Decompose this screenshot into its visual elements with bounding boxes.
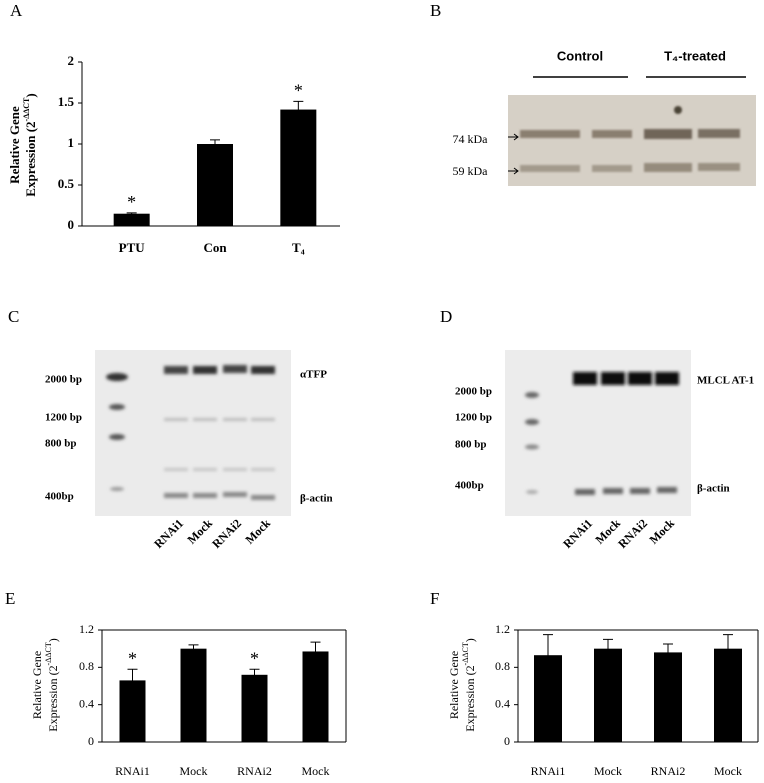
bar <box>241 674 268 742</box>
bar <box>654 652 682 742</box>
y-axis-label-part: Expression (2 <box>23 121 38 196</box>
ladder-label: 1200 bp <box>45 412 82 424</box>
y-axis-label: Relative Gene <box>7 106 22 184</box>
y-tick-label: 0.4 <box>79 696 94 710</box>
y-axis-label-sup: -ΔΔCT <box>44 642 53 665</box>
x-tick-label: RNAi2 <box>237 764 272 778</box>
band-label: β-actin <box>300 493 333 505</box>
gel-bands <box>525 372 679 495</box>
y-axis-label-part: ) <box>46 638 60 642</box>
error-bar <box>127 668 138 693</box>
panel-letter: E <box>5 589 15 608</box>
ladder-label: 800 bp <box>455 439 487 451</box>
y-tick-label: 1.2 <box>79 622 94 636</box>
bar <box>302 651 329 742</box>
group-label: Control <box>557 48 603 63</box>
x-tick-label: RNAi1 <box>531 764 566 778</box>
y-axis-label-part: Expression (2 <box>463 665 477 731</box>
ladder-label: 800 bp <box>45 438 77 450</box>
significance-mark: * <box>294 80 303 100</box>
y-axis-label: Relative Gene <box>30 651 44 719</box>
x-tick-label: Mock <box>714 764 742 778</box>
band-label: β-actin <box>697 483 730 495</box>
ladder-label: 2000 bp <box>45 374 82 386</box>
error-bar <box>663 643 673 662</box>
error-bar <box>249 668 260 681</box>
lane-label: Mock <box>646 516 677 547</box>
y-axis-label: Expression (2-ΔΔCT) <box>461 638 477 732</box>
y-tick-label: 1.5 <box>58 94 75 109</box>
y-tick-label: 2 <box>68 53 75 68</box>
error-bar <box>723 634 733 664</box>
panel-letter: D <box>440 307 452 326</box>
x-tick-label: Mock <box>180 764 208 778</box>
significance-mark: * <box>250 648 259 668</box>
marker-label: 59 kDa <box>453 164 489 178</box>
lane-label: RNAi1 <box>560 516 595 551</box>
significance-mark: * <box>127 192 136 212</box>
ladder-label: 400bp <box>45 491 74 503</box>
y-axis-label-sup: -ΔΔCT <box>22 97 31 121</box>
marker-label: 74 kDa <box>453 132 489 146</box>
lane-label: RNAi2 <box>209 516 244 551</box>
error-bar <box>210 139 220 149</box>
lane-label: RNAi2 <box>615 516 650 551</box>
error-bar <box>543 634 553 677</box>
error-bar <box>188 644 199 653</box>
x-tick-label: RNAi2 <box>651 764 686 778</box>
ladder-label: 400bp <box>455 480 484 492</box>
y-tick-label: 0 <box>68 217 75 232</box>
error-bar <box>310 641 321 662</box>
y-axis-label: Relative Gene <box>447 651 461 719</box>
y-tick-label: 0.4 <box>495 696 510 710</box>
error-bar <box>293 100 304 119</box>
y-axis-label-part: ) <box>23 93 38 97</box>
y-axis-label-part: ) <box>463 638 477 642</box>
band-label: MLCL AT-1 <box>697 375 754 387</box>
error-bar <box>126 212 137 216</box>
y-axis-label-part: Expression (2 <box>46 665 60 731</box>
bar <box>714 648 742 742</box>
lane-label: Mock <box>242 516 273 547</box>
bar <box>280 109 317 226</box>
x-tick-label: Con <box>203 240 227 255</box>
y-tick-label: 0.8 <box>495 659 510 673</box>
y-axis-label: Expression (2-ΔΔCT) <box>22 93 38 196</box>
significance-mark: * <box>128 648 137 668</box>
arrow <box>508 133 519 175</box>
y-tick-label: 0 <box>504 734 510 748</box>
y-tick-label: 0.8 <box>79 659 94 673</box>
y-tick-label: 0 <box>88 734 94 748</box>
x-tick-label: T₄ <box>292 240 305 255</box>
panel-letter: A <box>10 1 23 20</box>
panel-letter: C <box>8 307 19 326</box>
error-bar <box>603 638 613 659</box>
y-axis-label-sup: -ΔΔCT <box>461 642 470 665</box>
x-tick-label: Mock <box>594 764 622 778</box>
band-label: αTFP <box>300 369 327 381</box>
gel-bands <box>106 365 275 500</box>
lane-label: RNAi1 <box>151 516 186 551</box>
x-tick-label: Mock <box>302 764 330 778</box>
panel-letter: B <box>430 1 441 20</box>
panel-letter: F <box>430 589 439 608</box>
ladder-label: 1200 bp <box>455 412 492 424</box>
y-tick-label: 1.2 <box>495 622 510 636</box>
y-tick-label: 1 <box>68 135 75 150</box>
x-tick-label: RNAi1 <box>115 764 150 778</box>
bar <box>113 213 150 226</box>
y-tick-label: 0.5 <box>58 176 75 191</box>
y-axis-label: Expression (2-ΔΔCT) <box>44 638 60 732</box>
bar <box>594 648 622 742</box>
bar <box>180 648 207 742</box>
x-tick-label: PTU <box>119 240 146 255</box>
blot <box>508 95 756 186</box>
group-label: T₄-treated <box>664 48 726 63</box>
bar <box>197 144 233 226</box>
ladder-label: 2000 bp <box>455 386 492 398</box>
blot-bands <box>520 106 740 172</box>
